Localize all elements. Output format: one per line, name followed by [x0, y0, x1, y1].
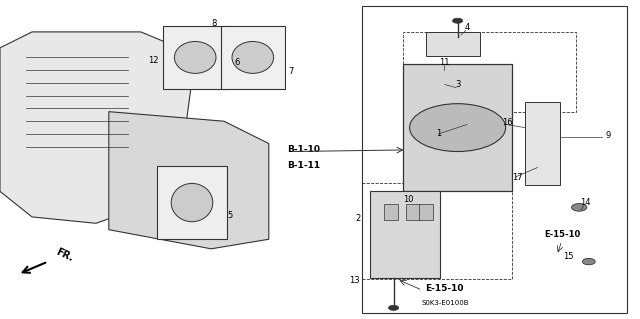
Text: 2: 2: [356, 214, 361, 223]
Polygon shape: [525, 102, 560, 185]
Ellipse shape: [174, 41, 216, 73]
Bar: [419, 204, 433, 220]
Text: B-1-11: B-1-11: [287, 161, 320, 170]
Polygon shape: [157, 166, 227, 239]
Bar: [403, 32, 576, 112]
Polygon shape: [370, 191, 440, 278]
Bar: [384, 204, 398, 220]
Polygon shape: [403, 64, 512, 191]
Text: 15: 15: [563, 252, 573, 261]
Polygon shape: [163, 26, 227, 89]
Text: 9: 9: [605, 131, 611, 140]
Text: 13: 13: [349, 276, 359, 285]
Text: 14: 14: [580, 198, 591, 207]
PathPatch shape: [0, 32, 192, 223]
Polygon shape: [221, 26, 285, 89]
Text: 3: 3: [455, 80, 460, 89]
Text: E-15-10: E-15-10: [544, 230, 580, 239]
Circle shape: [452, 18, 463, 23]
Ellipse shape: [232, 41, 274, 73]
Circle shape: [572, 204, 587, 211]
Ellipse shape: [172, 183, 212, 222]
Text: 1: 1: [436, 130, 441, 138]
PathPatch shape: [109, 112, 269, 249]
Text: 8: 8: [212, 19, 217, 28]
Text: 17: 17: [512, 173, 522, 182]
Text: 6: 6: [234, 58, 239, 67]
Bar: [362, 6, 627, 313]
Text: 12: 12: [148, 56, 159, 65]
Text: 11: 11: [440, 58, 450, 67]
Circle shape: [388, 305, 399, 310]
Text: 4: 4: [465, 23, 470, 32]
Bar: [362, 183, 512, 279]
Text: 5: 5: [228, 211, 233, 220]
Text: 7: 7: [289, 67, 294, 76]
Circle shape: [410, 104, 506, 152]
Text: E-15-10: E-15-10: [426, 284, 464, 293]
Text: 10: 10: [403, 195, 413, 204]
Text: B-1-10: B-1-10: [287, 145, 320, 154]
Text: 16: 16: [502, 118, 513, 127]
Text: FR.: FR.: [54, 247, 75, 263]
Bar: [406, 204, 420, 220]
Circle shape: [582, 258, 595, 265]
Bar: [426, 32, 480, 56]
Text: S0K3-E0100B: S0K3-E0100B: [421, 300, 468, 306]
